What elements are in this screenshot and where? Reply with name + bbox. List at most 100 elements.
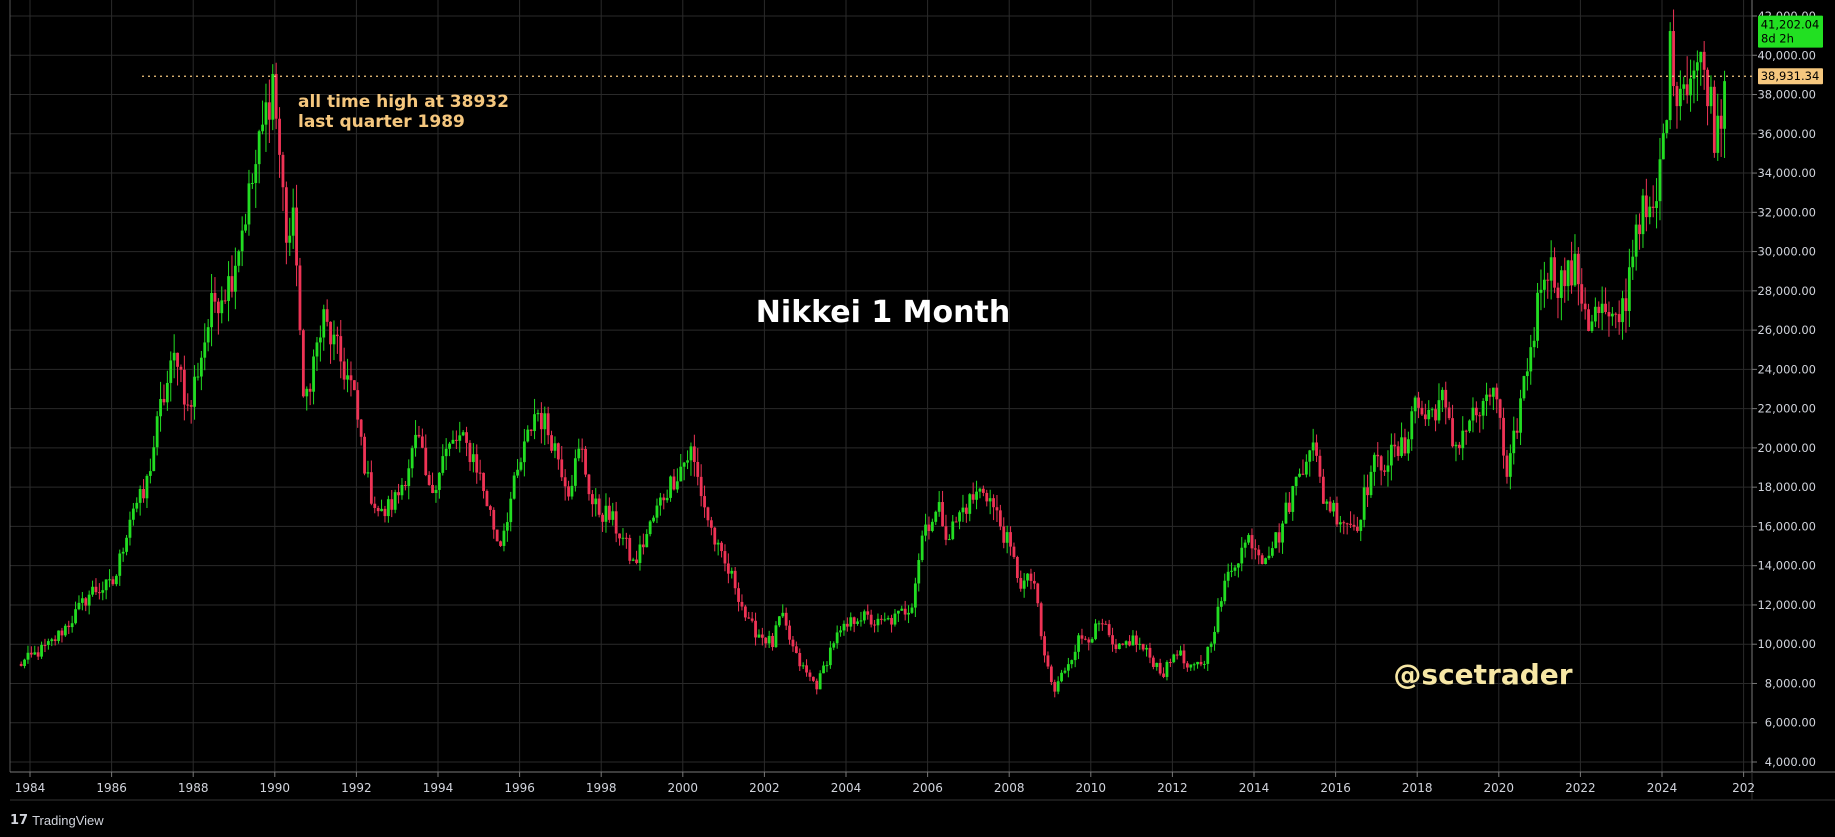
candle-body [1675,86,1679,107]
candle-body [1553,257,1556,288]
candle-body [250,183,254,185]
candle-body [1434,409,1437,421]
candle-body [621,537,625,539]
candle-body [1525,371,1529,377]
candle-body [1199,661,1203,665]
candle-body [1298,473,1301,477]
candle-body [1063,670,1067,673]
candle-body [1400,437,1403,456]
candle-body [1185,663,1189,668]
candle-body [1002,526,1006,543]
candle-body [1447,407,1451,419]
candle-body [1243,542,1247,548]
candle-body [1454,444,1458,447]
candle-body [866,611,870,615]
candle-body [148,471,152,476]
candle-body [570,485,574,497]
candle-body [757,634,761,638]
candle-body [485,491,489,507]
candle-body [764,637,768,644]
candle-body [43,644,47,646]
candle-body [563,477,567,487]
candle-body [1689,78,1692,96]
x-tick-label: 2008 [994,781,1025,795]
candle-body [1053,682,1057,692]
candle-body [1655,201,1658,208]
candle-body [1321,476,1325,504]
candle-body [1162,673,1165,677]
x-tick-label: 2022 [1565,781,1596,795]
candle-body [1036,583,1040,604]
candle-body [475,454,479,473]
candle-body [672,476,676,490]
candle-body [825,665,829,667]
candle-body [29,652,33,655]
candle-body [842,623,846,631]
candle-body [332,334,336,345]
candle-body [981,488,985,493]
candle-body [1111,635,1114,645]
candle-body [1138,643,1142,645]
current-price-label: 41,202.04 [1761,18,1820,32]
candle-body [1359,519,1363,531]
candle-body [444,448,448,457]
candle-body [257,131,261,165]
candle-body [1247,535,1250,543]
x-axis[interactable]: 1984 1986 1988 1990 1992 1994 1996 1998 2000 2002… [15,772,1755,795]
candle-body [1345,523,1349,525]
candle-body [1702,51,1706,70]
candle-body [1005,532,1009,543]
candle-body [1672,31,1675,87]
candle-body [1107,624,1111,636]
candle-body [1719,115,1723,129]
candle-body [223,300,227,302]
candle-body [886,618,890,620]
candle-body [924,524,927,536]
candle-body [1383,470,1386,472]
candle-body [1226,571,1230,581]
candle-body [1032,580,1036,584]
candle-body [1060,672,1063,682]
candle-body [920,535,924,561]
candle-body [774,625,778,648]
x-tick-label: 1992 [341,781,372,795]
candle-body [675,481,679,490]
candle-body [359,419,363,437]
candle-body [1182,650,1186,664]
candle-body [1049,666,1053,683]
candle-body [913,583,917,608]
candle-body [1505,455,1509,477]
candle-body [108,579,111,581]
candle-body [1617,314,1621,323]
candle-body [573,458,577,486]
candle-body [1502,417,1505,456]
y-axis[interactable]: 42,000.0040,000.0038,000.0036,000.0034,0… [1752,9,1816,769]
candle-body [1631,256,1635,268]
current-price-tag [1758,15,1823,48]
y-tick-label: 28,000.00 [1757,284,1816,298]
candle-body [1573,253,1577,286]
candle-body [1029,573,1033,581]
candle-body [410,448,414,469]
candle-body [199,357,203,377]
candle-body [284,187,288,243]
candle-body [805,665,808,673]
candle-body [230,276,234,292]
candle-body [720,542,723,552]
candle-body [1134,635,1138,645]
candle-body [1607,312,1611,317]
candle-body [403,484,407,487]
candle-body [281,154,285,188]
candle-body [1692,70,1696,79]
candle-body [352,380,356,391]
candle-body [954,521,958,523]
candle-body [233,265,237,292]
candle-body [1519,398,1522,433]
candle-body [1536,292,1539,341]
candle-body [1304,461,1308,475]
candle-body [1253,548,1257,550]
candle-body [1461,430,1465,449]
candle-body [930,521,934,531]
tradingview-brand[interactable]: 17 TradingView [10,810,104,830]
